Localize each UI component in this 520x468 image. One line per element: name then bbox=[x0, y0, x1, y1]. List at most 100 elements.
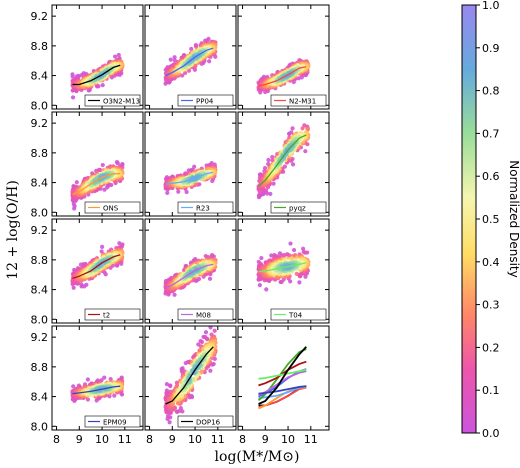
legend-box bbox=[270, 94, 327, 107]
data-point bbox=[85, 397, 90, 402]
data-point bbox=[266, 157, 271, 163]
data-point bbox=[196, 276, 202, 282]
data-point bbox=[296, 76, 301, 81]
colorbar-tick-label: 0.5 bbox=[482, 213, 500, 226]
data-point bbox=[270, 158, 275, 163]
data-point bbox=[71, 285, 76, 290]
y-tick-label: 8.4 bbox=[31, 177, 49, 190]
data-point bbox=[102, 375, 107, 380]
colorbar-tick-label: 0.2 bbox=[482, 341, 500, 354]
data-point bbox=[180, 366, 185, 371]
y-tick-label: 8.0 bbox=[31, 420, 49, 433]
legend-box bbox=[177, 308, 234, 321]
y-tick-label: 8.0 bbox=[31, 99, 49, 112]
panel-m08: M08 bbox=[144, 218, 237, 324]
panel-frame bbox=[237, 111, 330, 217]
panel-ons: 8.0 8.4 8.8 9.2 ONS bbox=[31, 111, 144, 219]
legend-label: M08 bbox=[196, 311, 211, 319]
data-point bbox=[174, 409, 179, 414]
fit-line-pyqz bbox=[258, 134, 307, 187]
panel-frame bbox=[144, 325, 237, 431]
panel-plot-area bbox=[163, 253, 218, 297]
colorbar-tick-label: 0.9 bbox=[482, 42, 500, 55]
data-point bbox=[203, 330, 209, 335]
colorbar-tick-label: 0.3 bbox=[482, 299, 500, 312]
data-point bbox=[165, 413, 171, 419]
fit-line-ons bbox=[72, 173, 121, 196]
panel-t2: 8.08.48.89.2t2 bbox=[31, 218, 144, 326]
panel-frame bbox=[144, 218, 237, 324]
data-point bbox=[165, 190, 170, 195]
x-tick-label: 11 bbox=[211, 433, 225, 446]
y-tick-label: 9.2 bbox=[31, 117, 49, 130]
data-point bbox=[168, 383, 173, 389]
y-tick-label: 9.2 bbox=[31, 224, 49, 237]
data-point bbox=[74, 180, 79, 185]
data-point bbox=[71, 384, 76, 389]
data-point bbox=[183, 70, 188, 75]
colorbar-tick-label: 0.6 bbox=[482, 170, 500, 183]
data-point bbox=[205, 337, 210, 342]
x-tick-label: 8 bbox=[53, 433, 60, 446]
data-point bbox=[172, 55, 177, 60]
panel-plot-area bbox=[70, 159, 125, 211]
x-tick-label: 10 bbox=[188, 433, 202, 446]
legend-box bbox=[177, 415, 234, 428]
overlay-line-t04 bbox=[258, 368, 307, 380]
overlay-line-pyqz bbox=[257, 348, 307, 401]
data-point bbox=[256, 193, 262, 198]
legend-label: pyqz bbox=[289, 204, 306, 212]
panel-plot-area bbox=[163, 161, 218, 195]
overlay-line-epm09 bbox=[258, 385, 307, 395]
panel-frame bbox=[237, 4, 330, 110]
data-point bbox=[79, 282, 84, 287]
data-point bbox=[189, 46, 194, 51]
colorbar-tick-label: 1.0 bbox=[482, 0, 500, 12]
panel-plot-area bbox=[256, 123, 311, 200]
data-point bbox=[212, 328, 217, 333]
data-point bbox=[199, 61, 204, 66]
legend-label: ONS bbox=[103, 204, 119, 212]
panel-plot-area bbox=[163, 36, 218, 86]
data-point bbox=[208, 326, 213, 330]
legend-box bbox=[84, 201, 141, 214]
x-tick-label: 8 bbox=[239, 433, 246, 446]
legend-box bbox=[177, 94, 234, 107]
y-tick-label: 8.8 bbox=[31, 147, 49, 160]
data-point bbox=[168, 57, 173, 62]
panel-pyqz: pyqz bbox=[237, 111, 330, 217]
data-point bbox=[164, 381, 170, 387]
data-point bbox=[290, 126, 295, 131]
panel-plot-area bbox=[257, 346, 307, 410]
data-point bbox=[297, 280, 302, 285]
data-point bbox=[207, 276, 213, 281]
panel-frame bbox=[51, 4, 144, 110]
legend-box bbox=[84, 308, 141, 321]
panel-all-curves: 8 9 10 11 bbox=[237, 325, 330, 446]
data-point bbox=[172, 58, 177, 63]
data-point bbox=[172, 405, 177, 410]
fit-line-n2-m31 bbox=[258, 66, 307, 87]
panel-plot-area bbox=[70, 375, 125, 404]
colorbar-label: Normalized Density bbox=[507, 160, 520, 278]
data-point bbox=[184, 189, 189, 195]
data-point bbox=[290, 162, 296, 167]
colorbar-tick-label: 0.4 bbox=[482, 256, 500, 269]
fit-line-t04 bbox=[258, 262, 307, 273]
panel-r23: R23 bbox=[144, 111, 237, 217]
y-tick-label: 8.8 bbox=[31, 40, 49, 53]
data-point bbox=[278, 279, 283, 285]
legend-box bbox=[270, 201, 327, 214]
panel-frame bbox=[237, 325, 330, 431]
legend-box bbox=[84, 415, 141, 428]
y-axis-label: 12 + log(O/H) bbox=[5, 180, 21, 280]
overlay-line-dop16 bbox=[258, 346, 307, 405]
y-tick-label: 8.0 bbox=[31, 206, 49, 219]
data-point bbox=[303, 250, 308, 255]
data-point bbox=[289, 130, 294, 135]
fit-line-t2 bbox=[72, 254, 121, 280]
data-point bbox=[71, 202, 76, 207]
legend-label: t2 bbox=[103, 311, 110, 319]
data-point bbox=[288, 241, 293, 246]
